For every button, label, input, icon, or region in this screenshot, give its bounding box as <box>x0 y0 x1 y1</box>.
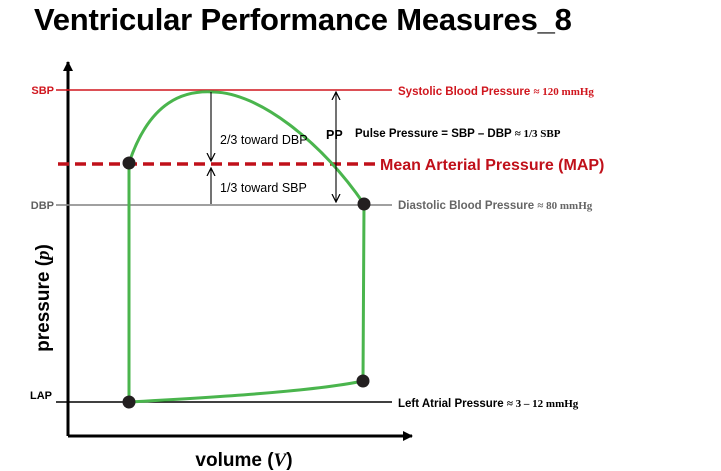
loop-point-av-closing <box>357 197 371 211</box>
lap-tick-label: LAP <box>30 390 52 402</box>
sbp-tick-label: SBP <box>31 85 54 97</box>
pv-loop <box>127 90 366 404</box>
map-label: Mean Arterial Pressure (MAP) <box>380 157 604 174</box>
two-thirds-label: 2/3 toward DBP <box>220 133 308 147</box>
dbp-label: Diastolic Blood Pressure ≈ 80 mmHg <box>398 200 593 212</box>
pulse-pressure-label: Pulse Pressure = SBP – DBP ≈ 1/3 SBP <box>355 128 561 140</box>
dbp-tick-label: DBP <box>31 200 54 212</box>
one-third-label: 1/3 toward SBP <box>220 181 307 195</box>
loop-point-av-opening <box>122 156 136 170</box>
pp-label: PP <box>326 128 343 142</box>
page-title: Ventricular Performance Measures_8 <box>34 2 572 37</box>
loop-point-mv-opening <box>122 395 136 409</box>
sbp-label: Systolic Blood Pressure ≈ 120 mmHg <box>398 86 594 98</box>
x-axis-label: volume (V) <box>195 450 292 471</box>
y-axis-label: pressure (p) <box>33 244 54 352</box>
loop-point-mv-closing <box>356 374 370 388</box>
lap-label: Left Atrial Pressure ≈ 3 – 12 mmHg <box>398 398 579 410</box>
